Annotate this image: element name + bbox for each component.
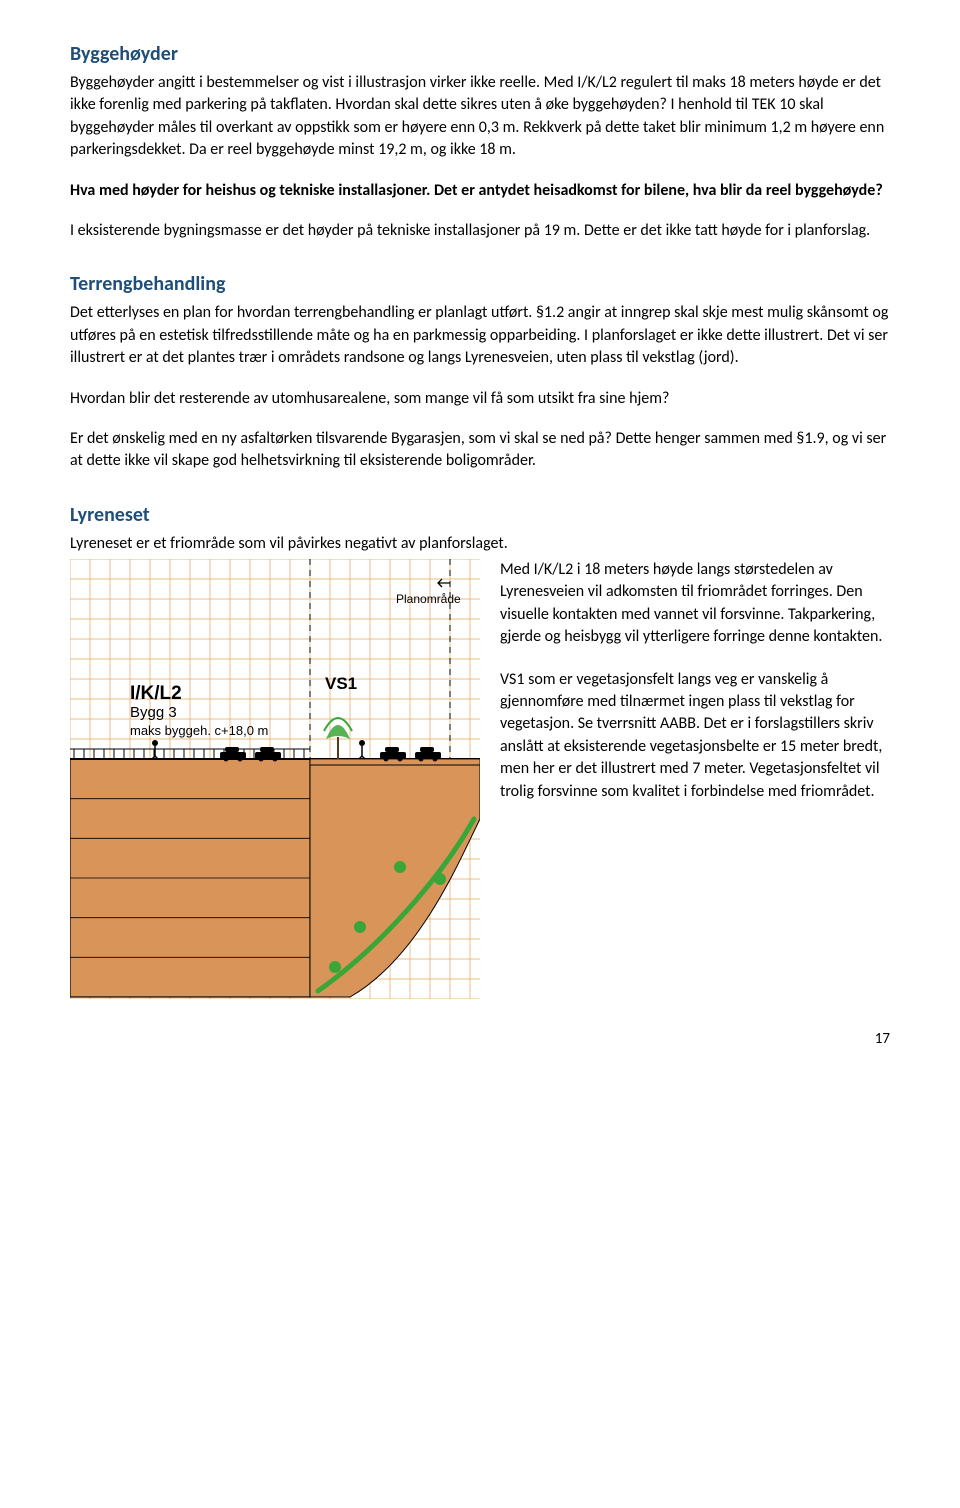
svg-text:I/K/L2: I/K/L2 <box>130 683 182 704</box>
page-number: 17 <box>70 1029 890 1050</box>
cross-section-diagram: I/K/L2Bygg 3 maks byggeh. c+18,0 m VS1 Plan… <box>70 559 480 999</box>
terreng-p3: Er det ønskelig med en ny asfaltørken ti… <box>70 428 890 473</box>
svg-text:Bygg 3: Bygg 3 <box>130 704 177 721</box>
lyreneset-intro: Lyreneset er et friområde som vil påvirk… <box>70 533 890 555</box>
lyreneset-side-text: Med I/K/L2 i 18 meters høyde langs størs… <box>500 559 890 823</box>
lyreneset-side-p2: VS1 som er vegetasjonsfelt langs veg er … <box>500 669 890 803</box>
lyreneset-side-p1: Med I/K/L2 i 18 meters høyde langs størs… <box>500 559 890 649</box>
section-byggehoyder: Byggehøyder Byggehøyder angitt i bestemm… <box>70 40 890 242</box>
heading-byggehoyder: Byggehøyder <box>70 40 890 68</box>
cross-section-svg: I/K/L2Bygg 3 maks byggeh. c+18,0 m VS1 Plan… <box>70 559 480 999</box>
byggehoyder-p1: Byggehøyder angitt i bestemmelser og vis… <box>70 72 890 162</box>
byggehoyder-p2: Hva med høyder for heishus og tekniske i… <box>70 180 890 202</box>
section-terreng: Terrengbehandling Det etterlyses en plan… <box>70 270 890 472</box>
svg-text:Planområde: Planområde <box>396 592 461 606</box>
terreng-p2: Hvordan blir det resterende av utomhusar… <box>70 388 890 410</box>
terreng-p1: Det etterlyses en plan for hvordan terre… <box>70 302 890 369</box>
lyreneset-layout: I/K/L2Bygg 3 maks byggeh. c+18,0 m VS1 Plan… <box>70 559 890 999</box>
svg-text:VS1: VS1 <box>325 674 357 693</box>
section-lyreneset: Lyreneset Lyreneset er et friområde som … <box>70 501 890 999</box>
heading-lyreneset: Lyreneset <box>70 501 890 529</box>
byggehoyder-p3: I eksisterende bygningsmasse er det høyd… <box>70 220 890 242</box>
heading-terreng: Terrengbehandling <box>70 270 890 298</box>
svg-text:maks byggeh. c+18,0 m: maks byggeh. c+18,0 m <box>130 723 268 738</box>
